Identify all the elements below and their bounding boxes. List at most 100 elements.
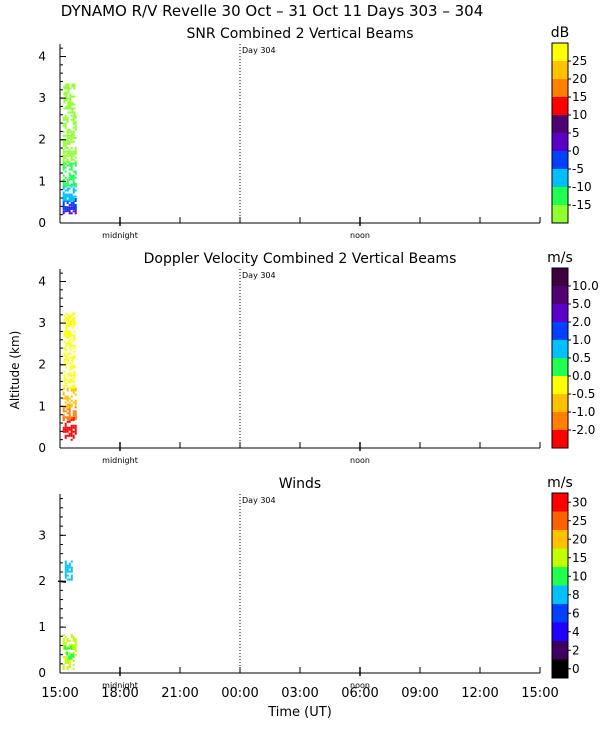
echo-cell bbox=[71, 326, 74, 329]
colorbar-segment bbox=[552, 169, 568, 188]
colorbar-level-label: 0.0 bbox=[572, 369, 591, 383]
echo-column-2 bbox=[64, 645, 75, 660]
echo-cell bbox=[72, 187, 75, 190]
echo-cell bbox=[68, 178, 71, 181]
echo-cell bbox=[70, 647, 73, 650]
echo-cell bbox=[72, 410, 75, 413]
echo-cell bbox=[69, 87, 72, 90]
echo-cell bbox=[74, 430, 77, 433]
echo-cell bbox=[66, 647, 69, 650]
colorbar-segment bbox=[552, 493, 568, 512]
echo-cell bbox=[64, 150, 67, 153]
echo-cell bbox=[70, 653, 73, 656]
echo-cell bbox=[66, 412, 69, 415]
echo-cell bbox=[70, 574, 73, 577]
echo-cell bbox=[69, 386, 72, 389]
echo-cell bbox=[64, 124, 67, 127]
echo-cell bbox=[66, 150, 69, 153]
echo-cell bbox=[74, 212, 77, 215]
echo-cell bbox=[70, 138, 73, 141]
echo-cell bbox=[67, 101, 70, 104]
echo-cell bbox=[70, 136, 73, 139]
echo-cell bbox=[70, 132, 73, 135]
echo-cell bbox=[65, 358, 68, 361]
echo-cell bbox=[73, 354, 76, 357]
echo-cell bbox=[72, 401, 75, 404]
colorbar-level-label: 15 bbox=[572, 551, 587, 565]
x-tick-label: 21:00 bbox=[161, 686, 198, 701]
echo-cell bbox=[68, 136, 71, 139]
echo-cell bbox=[63, 85, 66, 88]
echo-cell bbox=[72, 653, 75, 656]
echo-cell bbox=[68, 187, 71, 190]
echo-cell bbox=[68, 184, 71, 187]
echo-cell bbox=[68, 174, 71, 177]
echo-cell bbox=[74, 416, 77, 419]
echo-cell bbox=[71, 107, 74, 110]
y-tick-label: 2 bbox=[38, 358, 46, 372]
echo-cell bbox=[71, 314, 74, 317]
echo-column-5 bbox=[62, 114, 77, 163]
echo-cell bbox=[69, 380, 72, 383]
echo-cell bbox=[68, 168, 71, 171]
echo-cell bbox=[64, 395, 67, 398]
colorbar-segment bbox=[552, 604, 568, 623]
echo-cell bbox=[73, 318, 76, 321]
echo-cell bbox=[65, 107, 68, 110]
echo-cell bbox=[62, 410, 65, 413]
echo-cell bbox=[68, 208, 71, 210]
echo-cell bbox=[74, 122, 77, 125]
echo-cell bbox=[68, 405, 71, 408]
echo-cell bbox=[74, 136, 77, 139]
echo-cell bbox=[64, 560, 67, 563]
echo-cell bbox=[67, 314, 70, 317]
echo-cell bbox=[73, 336, 76, 339]
echo-cell bbox=[72, 202, 75, 204]
echo-cell bbox=[74, 172, 77, 175]
echo-cell bbox=[73, 376, 76, 379]
echo-cell bbox=[65, 362, 68, 365]
echo-cell bbox=[68, 416, 71, 419]
echo-cell bbox=[74, 200, 77, 202]
echo-cell bbox=[69, 324, 72, 327]
echo-cell bbox=[74, 114, 77, 117]
echo-cell bbox=[66, 658, 69, 660]
echo-cell bbox=[66, 403, 69, 406]
echo-cell bbox=[66, 208, 69, 211]
echo-cell bbox=[70, 636, 73, 638]
echo-cell bbox=[65, 336, 68, 339]
echo-cell bbox=[70, 158, 73, 161]
echo-cell bbox=[74, 156, 77, 159]
echo-cell bbox=[72, 189, 75, 192]
colorbar-level-label: 2.0 bbox=[572, 315, 591, 329]
echo-cell bbox=[63, 340, 66, 343]
colorbar-segment bbox=[552, 268, 568, 287]
echo-cell bbox=[65, 382, 68, 385]
echo-cell bbox=[74, 146, 77, 149]
echo-cell bbox=[67, 358, 70, 361]
echo-cell bbox=[64, 156, 67, 159]
echo-cell bbox=[68, 566, 71, 569]
echo-cell bbox=[74, 406, 77, 409]
echo-cell bbox=[72, 195, 75, 198]
echo-cell bbox=[62, 199, 65, 202]
echo-cell bbox=[72, 178, 75, 181]
echo-cell bbox=[74, 210, 77, 213]
echo-cell bbox=[62, 414, 65, 417]
echo-cell bbox=[73, 346, 76, 349]
echo-cell bbox=[68, 148, 71, 151]
echo-cell bbox=[65, 330, 68, 333]
echo-cell bbox=[71, 101, 74, 104]
echo-cell bbox=[64, 184, 67, 187]
echo-cell bbox=[72, 424, 75, 427]
echo-cell bbox=[64, 658, 67, 660]
echo-cell bbox=[65, 354, 68, 357]
echo-cell bbox=[66, 182, 69, 185]
echo-cell bbox=[64, 134, 67, 137]
echo-cell bbox=[65, 366, 68, 369]
echo-cell bbox=[65, 326, 68, 329]
colorbar-level-label: -0.5 bbox=[572, 387, 595, 401]
echo-cell bbox=[68, 660, 71, 662]
echo-cell bbox=[62, 212, 65, 215]
echo-cell bbox=[71, 320, 74, 323]
